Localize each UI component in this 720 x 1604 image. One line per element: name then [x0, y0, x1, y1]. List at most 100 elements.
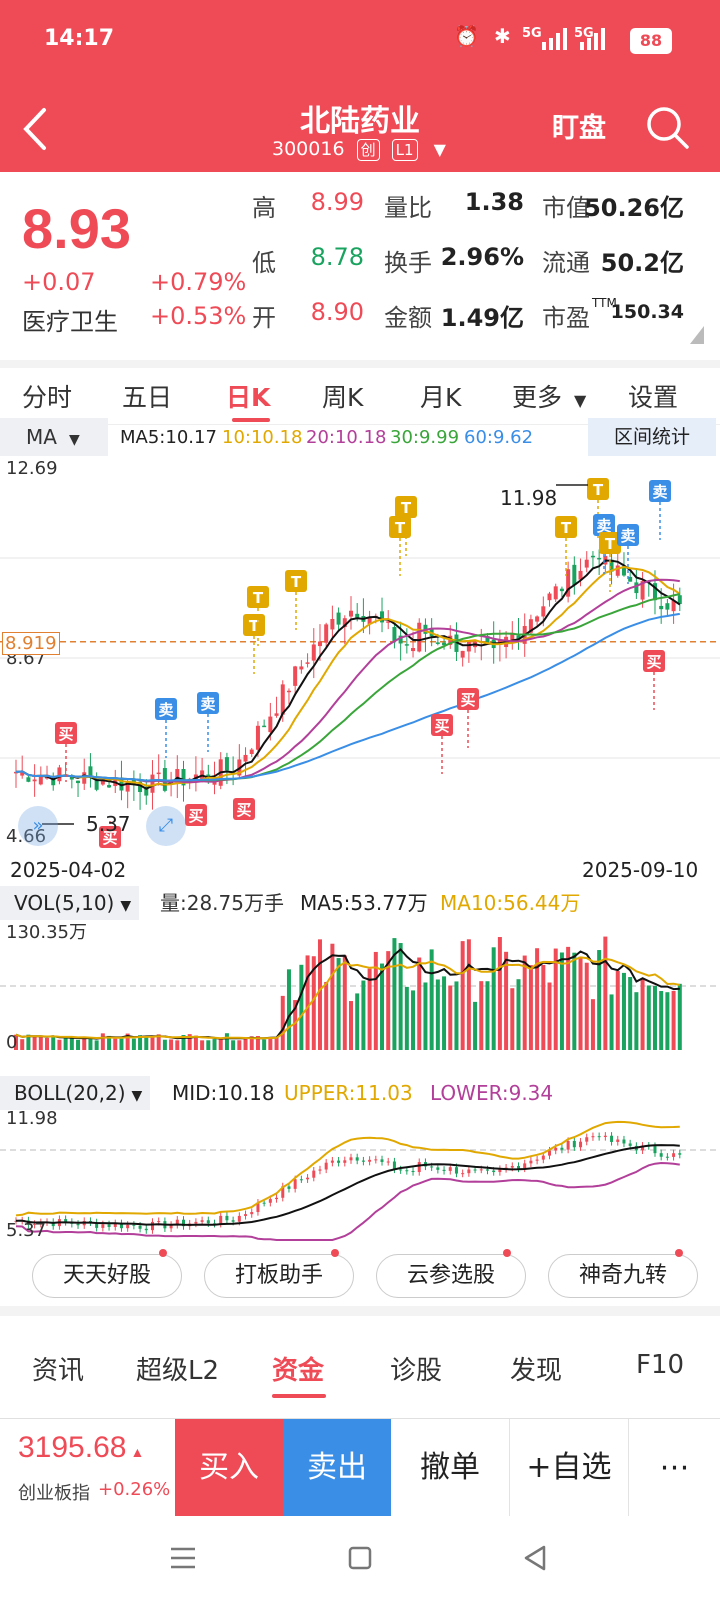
menu-icon[interactable]	[170, 1546, 196, 1570]
cancel-order-button[interactable]: 撤单	[391, 1419, 510, 1517]
bluetooth-icon: ✱	[494, 24, 511, 48]
tab-settings[interactable]: 设置	[628, 383, 679, 412]
tab-capital[interactable]: 资金	[272, 1356, 325, 1386]
quote-label: 量比	[384, 194, 432, 222]
candle-body	[566, 569, 571, 597]
boll-candle-body	[523, 1163, 527, 1169]
volume-bar	[621, 972, 626, 1050]
boll-candle-body	[485, 1169, 489, 1171]
volume-bar	[435, 979, 440, 1050]
volume-bar	[615, 971, 620, 1050]
boll-candle-body	[318, 1169, 322, 1171]
boll-candle-body	[287, 1186, 291, 1189]
sector-name[interactable]: 医疗卫生	[22, 308, 118, 336]
back-arrow-icon[interactable]	[18, 106, 52, 152]
ma10-value: 10:10.18	[222, 427, 303, 448]
candle-body	[590, 555, 595, 558]
volume-bar	[541, 964, 546, 1050]
volume-bar	[38, 1036, 43, 1050]
signal-bars-icon	[542, 28, 567, 50]
stock-code-line[interactable]: 300016 创 L1 ▼	[272, 138, 446, 161]
sell-button[interactable]: 卖出	[283, 1419, 391, 1517]
volume-bar	[218, 1038, 223, 1050]
tab-weekly-k[interactable]: 周K	[322, 383, 364, 412]
volume-bar	[578, 956, 583, 1050]
boll-upper: UPPER:11.03	[284, 1081, 413, 1105]
signal-badge	[593, 514, 615, 536]
feature-limit-helper[interactable]: 打板助手	[204, 1249, 354, 1298]
candle-body	[243, 754, 248, 762]
tab-diagnose[interactable]: 诊股	[390, 1356, 443, 1386]
tab-news[interactable]: 资讯	[32, 1356, 85, 1386]
volume-bar	[51, 1035, 56, 1050]
quote-value: 2.96%	[440, 243, 524, 271]
volume-chart[interactable]	[0, 922, 720, 1056]
home-icon[interactable]	[348, 1546, 372, 1570]
range-stat-button[interactable]: 区间统计	[588, 418, 716, 456]
tab-discover[interactable]: 发现	[510, 1356, 563, 1386]
tab-f10[interactable]: F10	[636, 1350, 685, 1380]
indicator-select-ma[interactable]: MA ▼	[0, 418, 108, 456]
quote-label: 低	[252, 249, 276, 277]
boll-candle-body	[436, 1167, 440, 1170]
quote-label: 市盈	[542, 304, 590, 332]
candle-body	[659, 605, 664, 610]
current-price: 8.93	[22, 197, 131, 260]
vol-ma10: MA10:56.44万	[440, 891, 581, 915]
buy-button[interactable]: 买入	[175, 1419, 283, 1517]
volume-bar	[336, 958, 341, 1050]
volume-bar	[584, 962, 589, 1050]
alarm-icon: ⏰	[454, 24, 479, 48]
indicator-select-vol[interactable]: VOL(5,10) ▼	[0, 886, 140, 920]
feature-daily-pick[interactable]: 天天好股	[32, 1249, 182, 1298]
boll-candle-body	[610, 1135, 614, 1142]
candle-body	[640, 581, 645, 600]
boll-candle-body	[14, 1220, 18, 1222]
candle-body	[100, 780, 105, 785]
kline-y-high: 12.69	[6, 458, 58, 479]
candle-body	[628, 576, 633, 582]
tab-daily-k[interactable]: 日K	[226, 383, 271, 412]
signal-text: T	[561, 519, 572, 537]
candle-body	[317, 641, 322, 647]
quote-value: 8.99	[310, 188, 364, 216]
candle-body	[57, 767, 62, 782]
feature-magic-nine[interactable]: 神奇九转	[548, 1249, 698, 1298]
boll-candle-body	[510, 1166, 514, 1168]
tab-more[interactable]: 更多 ▼	[512, 378, 586, 414]
quote-label: 换手	[384, 249, 432, 277]
volume-bar	[423, 982, 428, 1050]
boll-candle-body	[448, 1167, 452, 1171]
feature-cloud-screener[interactable]: 云参选股	[376, 1249, 526, 1298]
tab-intraday[interactable]: 分时	[22, 383, 73, 412]
volume-bar	[125, 1033, 130, 1050]
tab-five-day[interactable]: 五日	[122, 383, 173, 412]
signal-text: 卖	[158, 701, 173, 719]
volume-bar	[100, 1033, 105, 1050]
signal-badge	[55, 722, 77, 744]
more-button[interactable]: ⋯	[659, 1450, 690, 1485]
active-tab-indicator	[272, 1394, 326, 1398]
boll-candle-body	[417, 1162, 421, 1173]
search-icon[interactable]	[644, 104, 690, 150]
back-icon[interactable]	[522, 1544, 548, 1572]
expand-icon[interactable]: ⤢	[146, 806, 186, 846]
index-value[interactable]: 3195.68 ▲	[18, 1431, 144, 1465]
add-watchlist-button[interactable]: +自选	[510, 1419, 629, 1517]
indicator-select-boll[interactable]: BOLL(20,2) ▼	[0, 1076, 151, 1110]
boll-chart[interactable]	[0, 1110, 720, 1244]
volume-bar	[324, 981, 329, 1050]
volume-bar	[510, 988, 515, 1050]
tab-monthly-k[interactable]: 月K	[420, 383, 462, 412]
watch-button[interactable]: 盯盘	[552, 113, 606, 144]
candle-body	[386, 621, 391, 623]
boll-candle-body	[107, 1224, 111, 1227]
tab-l2[interactable]: 超级L2	[136, 1356, 220, 1386]
boll-candle-body	[138, 1225, 142, 1229]
scroll-left-icon[interactable]: »	[18, 806, 58, 846]
candle-body	[119, 777, 124, 791]
candle-body	[547, 593, 552, 601]
candle-body	[535, 616, 540, 622]
volume-bar	[193, 1035, 198, 1050]
